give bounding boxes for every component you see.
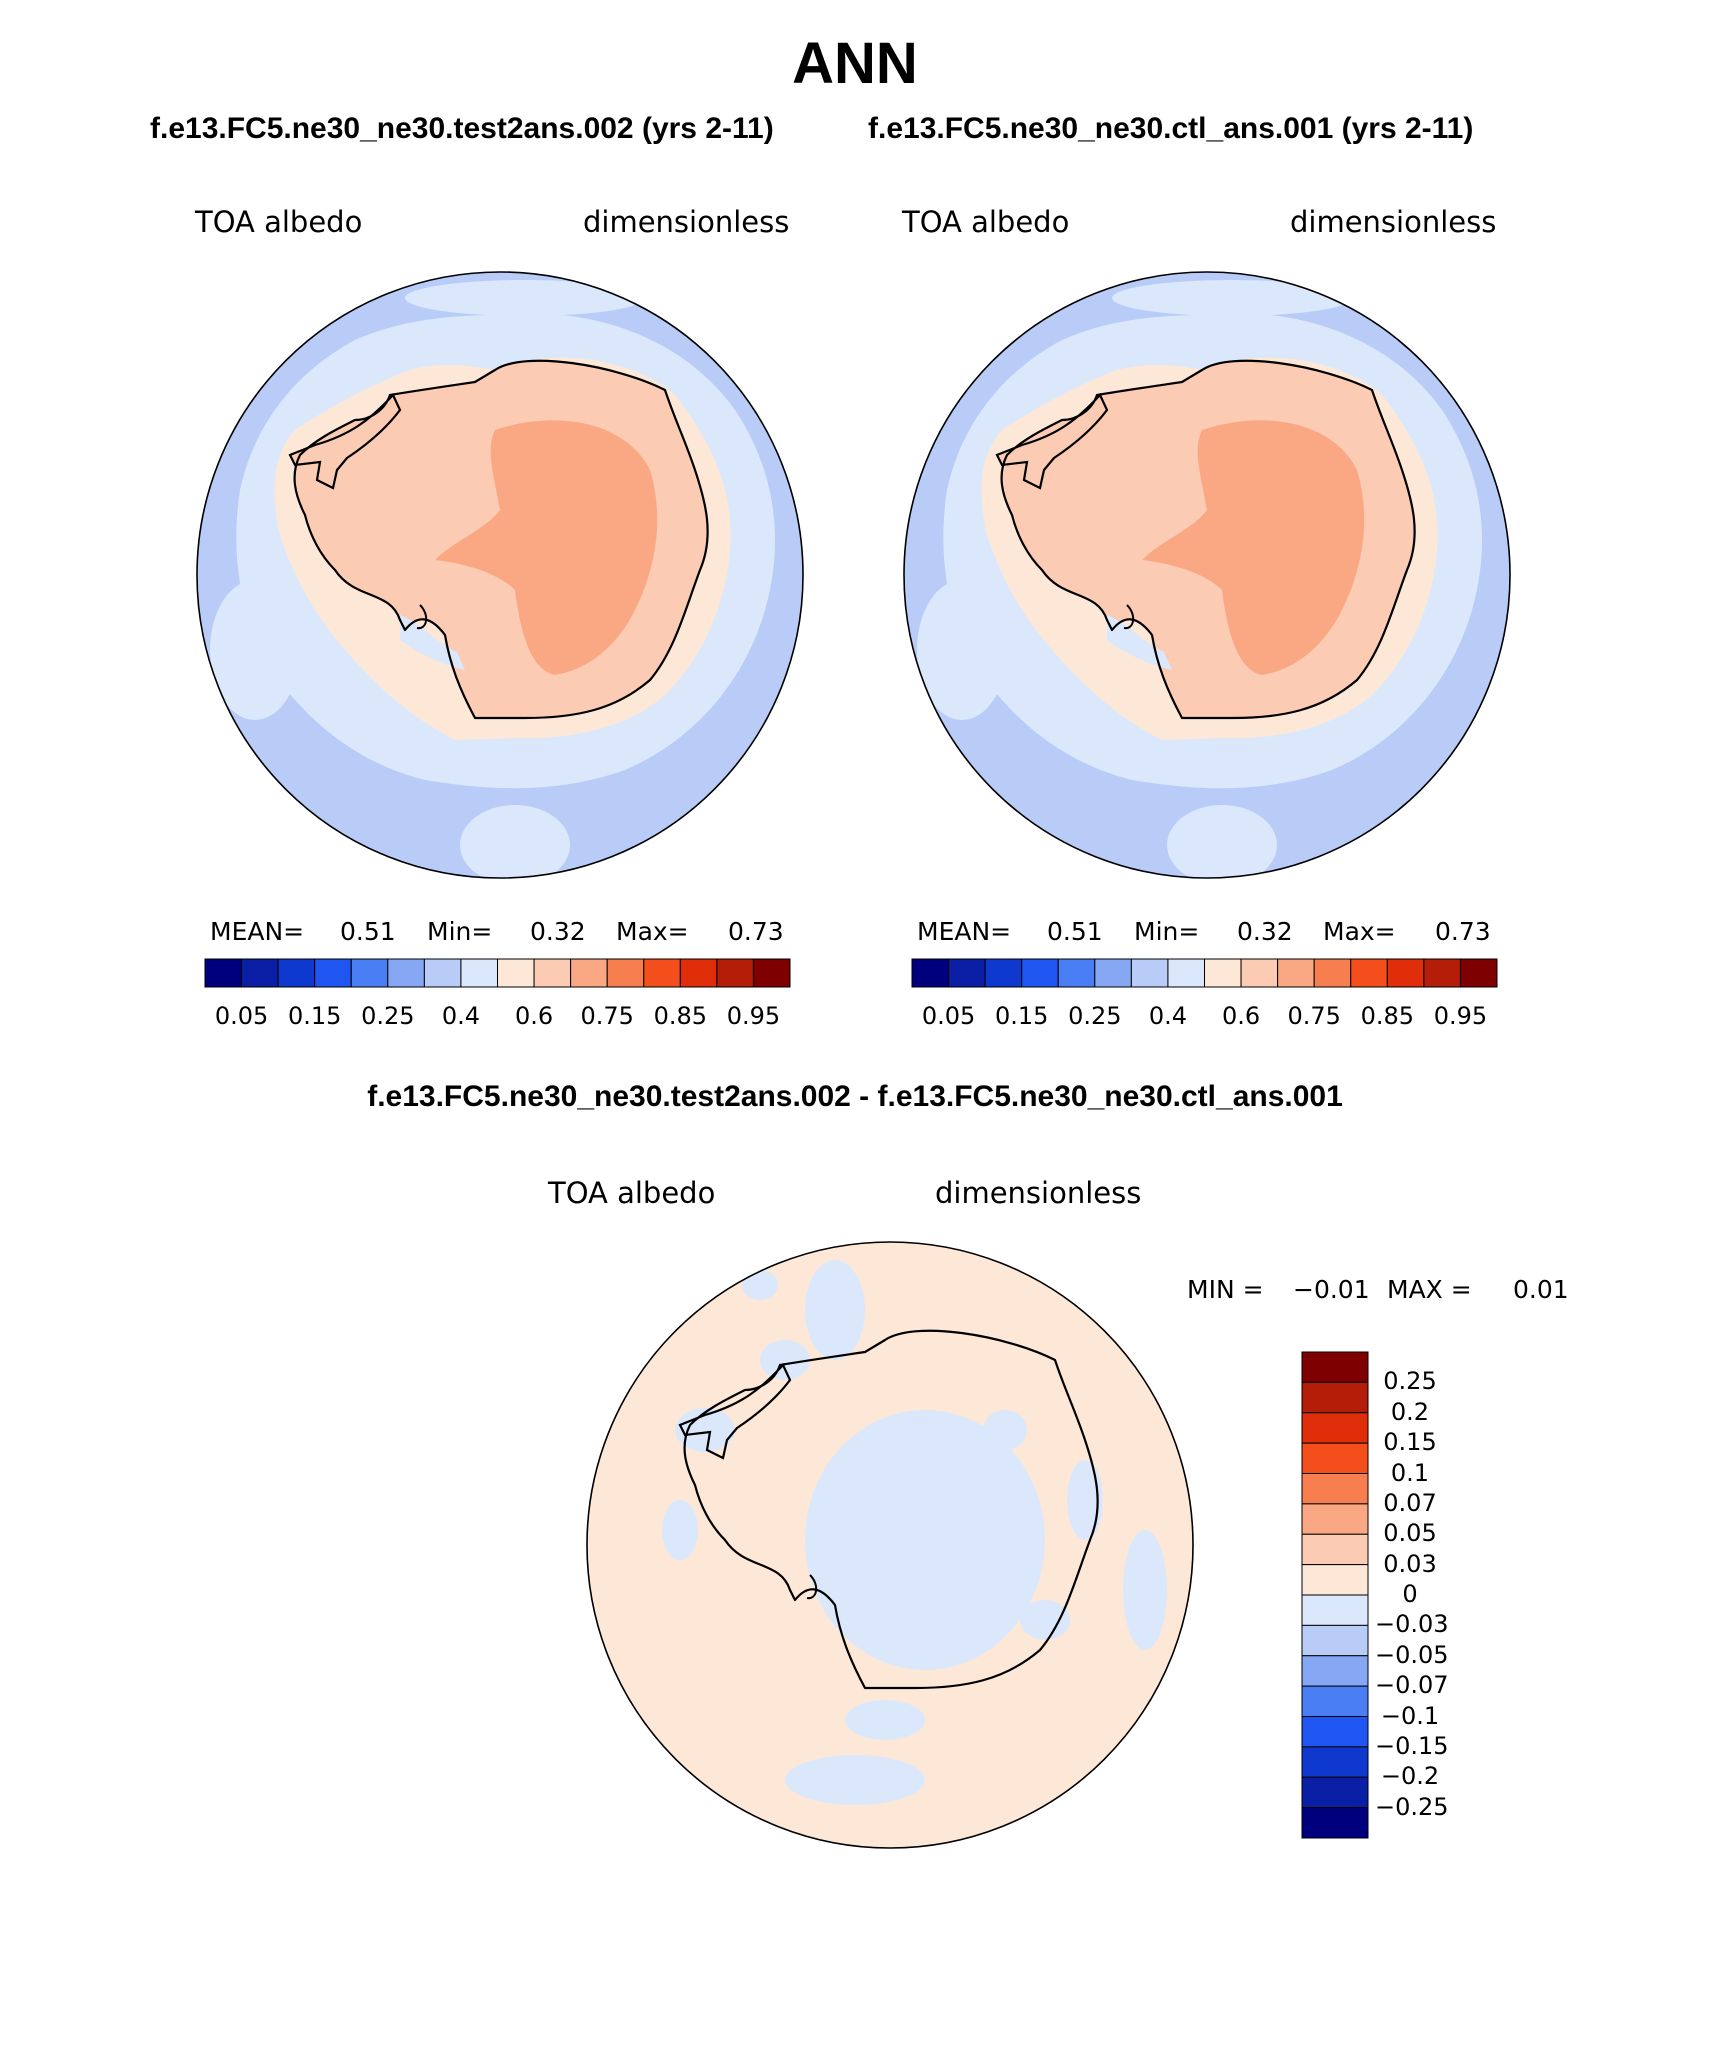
difference-min-label: MIN = — [1187, 1275, 1264, 1304]
difference-title: f.e13.FC5.ne30_ne30.test2ans.002 - f.e13… — [367, 1080, 1343, 1113]
colorbar-tick-label: 0.15 — [287, 1002, 342, 1030]
panel1-units-label: dimensionless — [583, 205, 790, 239]
difference-colorbar-tick-label: 0.05 — [1383, 1519, 1437, 1548]
panel2-max-label: Max= — [1323, 917, 1396, 946]
colorbar-tick-label: 0.95 — [1433, 1002, 1488, 1030]
panel1-min-label: Min= — [427, 917, 493, 946]
test-case-colorbar-ticks: 0.05 0.15 0.25 0.4 0.6 0.75 0.85 0.95 — [205, 1002, 790, 1032]
difference-colorbar-tick-label: −0.1 — [1380, 1701, 1440, 1730]
difference-colorbar-tick-label: −0.03 — [1375, 1610, 1449, 1639]
test-case-map — [196, 271, 804, 879]
panel1-mean-value: 0.51 — [340, 917, 396, 946]
panel1-mean-label: MEAN= — [210, 917, 305, 946]
control-case-colorbar — [911, 958, 1498, 988]
difference-units-label: dimensionless — [935, 1176, 1142, 1210]
panel2-max-value: 0.73 — [1435, 917, 1491, 946]
panel1-max-value: 0.73 — [728, 917, 784, 946]
colorbar-tick-label: 0.15 — [994, 1002, 1049, 1030]
panel2-min-value: 0.32 — [1237, 917, 1293, 946]
control-case-title: f.e13.FC5.ne30_ne30.ctl_ans.001 (yrs 2-1… — [868, 112, 1474, 145]
colorbar-tick-label: 0.05 — [214, 1002, 269, 1030]
difference-map — [586, 1241, 1194, 1849]
difference-colorbar-tick-label: 0.07 — [1383, 1488, 1437, 1517]
colorbar-tick-label: 0.25 — [1068, 1002, 1122, 1030]
difference-colorbar-ticks: 0.25 0.2 0.15 0.1 0.07 0.05 0.03 0 −0.03 −0.05 −0.… — [1375, 1351, 1505, 1839]
difference-colorbar-tick-label: −0.2 — [1380, 1762, 1440, 1791]
difference-colorbar-tick-label: −0.25 — [1375, 1792, 1449, 1821]
difference-variable-label: TOA albedo — [548, 1176, 716, 1210]
test-case-title: f.e13.FC5.ne30_ne30.test2ans.002 (yrs 2-… — [150, 112, 774, 145]
panel1-max-label: Max= — [616, 917, 689, 946]
difference-colorbar-tick-label: 0.25 — [1383, 1367, 1437, 1396]
colorbar-tick-label: 0.05 — [921, 1002, 976, 1030]
panel2-mean-label: MEAN= — [917, 917, 1012, 946]
panel2-variable-label: TOA albedo — [902, 205, 1070, 239]
difference-colorbar-tick-label: −0.15 — [1375, 1731, 1449, 1760]
test-case-colorbar — [204, 958, 791, 988]
difference-colorbar-tick-label: −0.07 — [1375, 1671, 1449, 1700]
control-case-map — [903, 271, 1511, 879]
colorbar-tick-label: 0.85 — [653, 1002, 708, 1030]
page-title: ANN — [792, 31, 918, 96]
colorbar-tick-label: 0.95 — [726, 1002, 781, 1030]
control-case-colorbar-ticks: 0.05 0.15 0.25 0.4 0.6 0.75 0.85 0.95 — [912, 1002, 1497, 1032]
colorbar-tick-label: 0.85 — [1360, 1002, 1415, 1030]
difference-colorbar-tick-label: 0 — [1402, 1580, 1418, 1608]
difference-min-value: −0.01 — [1293, 1275, 1370, 1304]
panel1-variable-label: TOA albedo — [195, 205, 363, 239]
difference-max-label: MAX = — [1387, 1275, 1472, 1304]
panel2-units-label: dimensionless — [1290, 205, 1497, 239]
difference-colorbar-tick-label: 0.15 — [1383, 1428, 1437, 1457]
colorbar-tick-label: 0.25 — [361, 1002, 415, 1030]
difference-colorbar-tick-label: 0.03 — [1383, 1549, 1437, 1578]
colorbar-tick-label: 0.4 — [1148, 1002, 1188, 1030]
panel1-min-value: 0.32 — [530, 917, 586, 946]
panel2-mean-value: 0.51 — [1047, 917, 1103, 946]
difference-colorbar — [1301, 1351, 1369, 1839]
difference-colorbar-tick-label: −0.05 — [1375, 1640, 1449, 1669]
colorbar-tick-label: 0.6 — [1221, 1002, 1261, 1030]
colorbar-tick-label: 0.4 — [441, 1002, 481, 1030]
difference-max-value: 0.01 — [1513, 1275, 1569, 1304]
difference-colorbar-tick-label: 0.2 — [1390, 1397, 1430, 1426]
colorbar-tick-label: 0.75 — [1287, 1002, 1341, 1030]
colorbar-tick-label: 0.75 — [580, 1002, 634, 1030]
panel2-min-label: Min= — [1134, 917, 1200, 946]
difference-colorbar-tick-label: 0.1 — [1390, 1458, 1430, 1487]
colorbar-tick-label: 0.6 — [514, 1002, 554, 1030]
